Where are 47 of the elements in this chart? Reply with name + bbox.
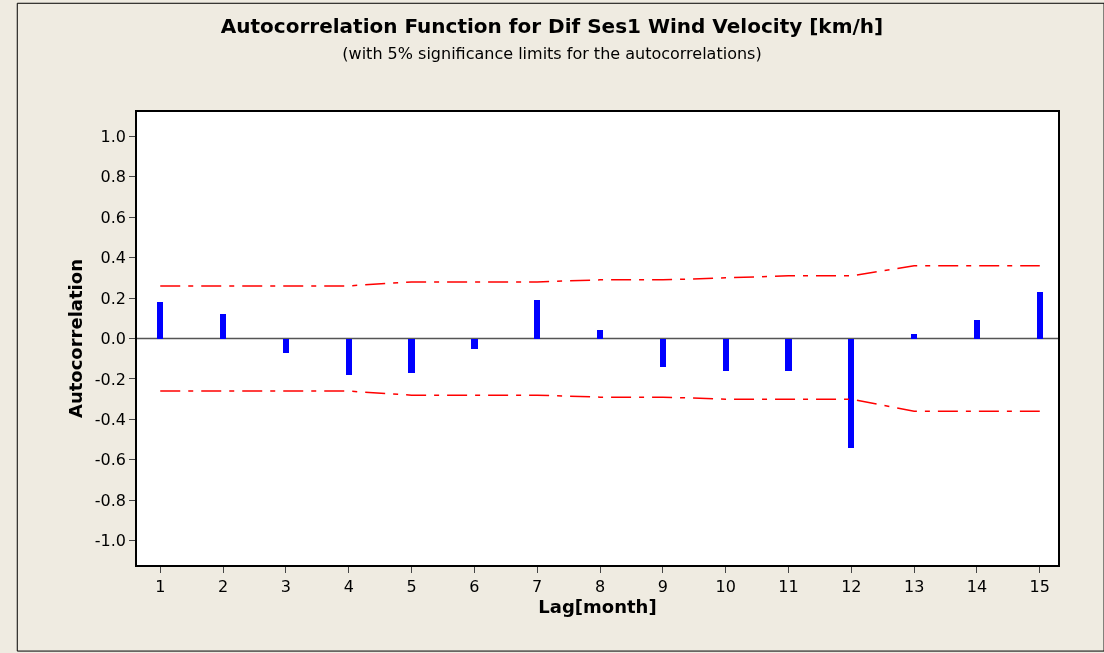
bar bbox=[1037, 292, 1043, 339]
x-tick-label: 11 bbox=[778, 576, 799, 596]
bar bbox=[660, 339, 666, 367]
x-tick-label: 12 bbox=[841, 576, 862, 596]
bar bbox=[346, 339, 352, 375]
bar bbox=[157, 302, 163, 339]
y-tick-label: -0.8 bbox=[94, 490, 127, 510]
x-tick-label: 15 bbox=[1029, 576, 1050, 596]
bar bbox=[408, 339, 415, 373]
bar bbox=[911, 334, 917, 339]
bar bbox=[848, 339, 854, 448]
bar bbox=[471, 339, 478, 349]
y-tick-label: 0.2 bbox=[100, 288, 127, 308]
y-tick-label: -0.2 bbox=[94, 369, 127, 389]
x-tick-label: 13 bbox=[903, 576, 925, 596]
x-tick-label: 6 bbox=[469, 576, 480, 596]
y-tick-label: 0.6 bbox=[100, 207, 127, 227]
x-tick-label: 9 bbox=[657, 576, 668, 596]
line-series bbox=[159, 264, 1041, 287]
y-axis-title: Autocorrelation bbox=[64, 259, 86, 418]
chart-title: Autocorrelation Function for Dif Ses1 Wind Velocity [km/h] bbox=[220, 13, 884, 38]
bar bbox=[597, 330, 603, 339]
line-series bbox=[159, 390, 1041, 413]
y-tick-label: 1.0 bbox=[100, 126, 127, 146]
bar bbox=[534, 300, 540, 339]
x-tick-label: 5 bbox=[406, 576, 417, 596]
bar bbox=[283, 339, 289, 353]
y-tick-label: 0.8 bbox=[100, 167, 127, 187]
y-tick-label: -0.4 bbox=[94, 409, 127, 429]
x-axis-title: Lag[month] bbox=[538, 595, 657, 617]
bar bbox=[974, 320, 980, 339]
x-tick-label: 2 bbox=[217, 576, 229, 596]
x-tick-label: 8 bbox=[594, 576, 606, 596]
x-tick-label: 1 bbox=[155, 576, 166, 596]
bar bbox=[723, 339, 729, 371]
x-tick-label: 4 bbox=[343, 576, 354, 596]
chart-subtitle: (with 5% significance limits for the autocorrelations) bbox=[342, 43, 762, 63]
x-tick-label: 3 bbox=[280, 576, 291, 596]
y-tick-label: -1.0 bbox=[94, 531, 127, 551]
y-tick-label: 0.0 bbox=[100, 329, 127, 349]
y-tick-label: -0.6 bbox=[94, 450, 127, 470]
x-tick-label: 7 bbox=[532, 576, 543, 596]
bar bbox=[785, 339, 792, 371]
y-tick-label: 0.4 bbox=[100, 248, 127, 268]
x-tick-label: 10 bbox=[715, 576, 736, 596]
bar bbox=[220, 314, 226, 339]
x-tick-label: 14 bbox=[966, 576, 988, 596]
